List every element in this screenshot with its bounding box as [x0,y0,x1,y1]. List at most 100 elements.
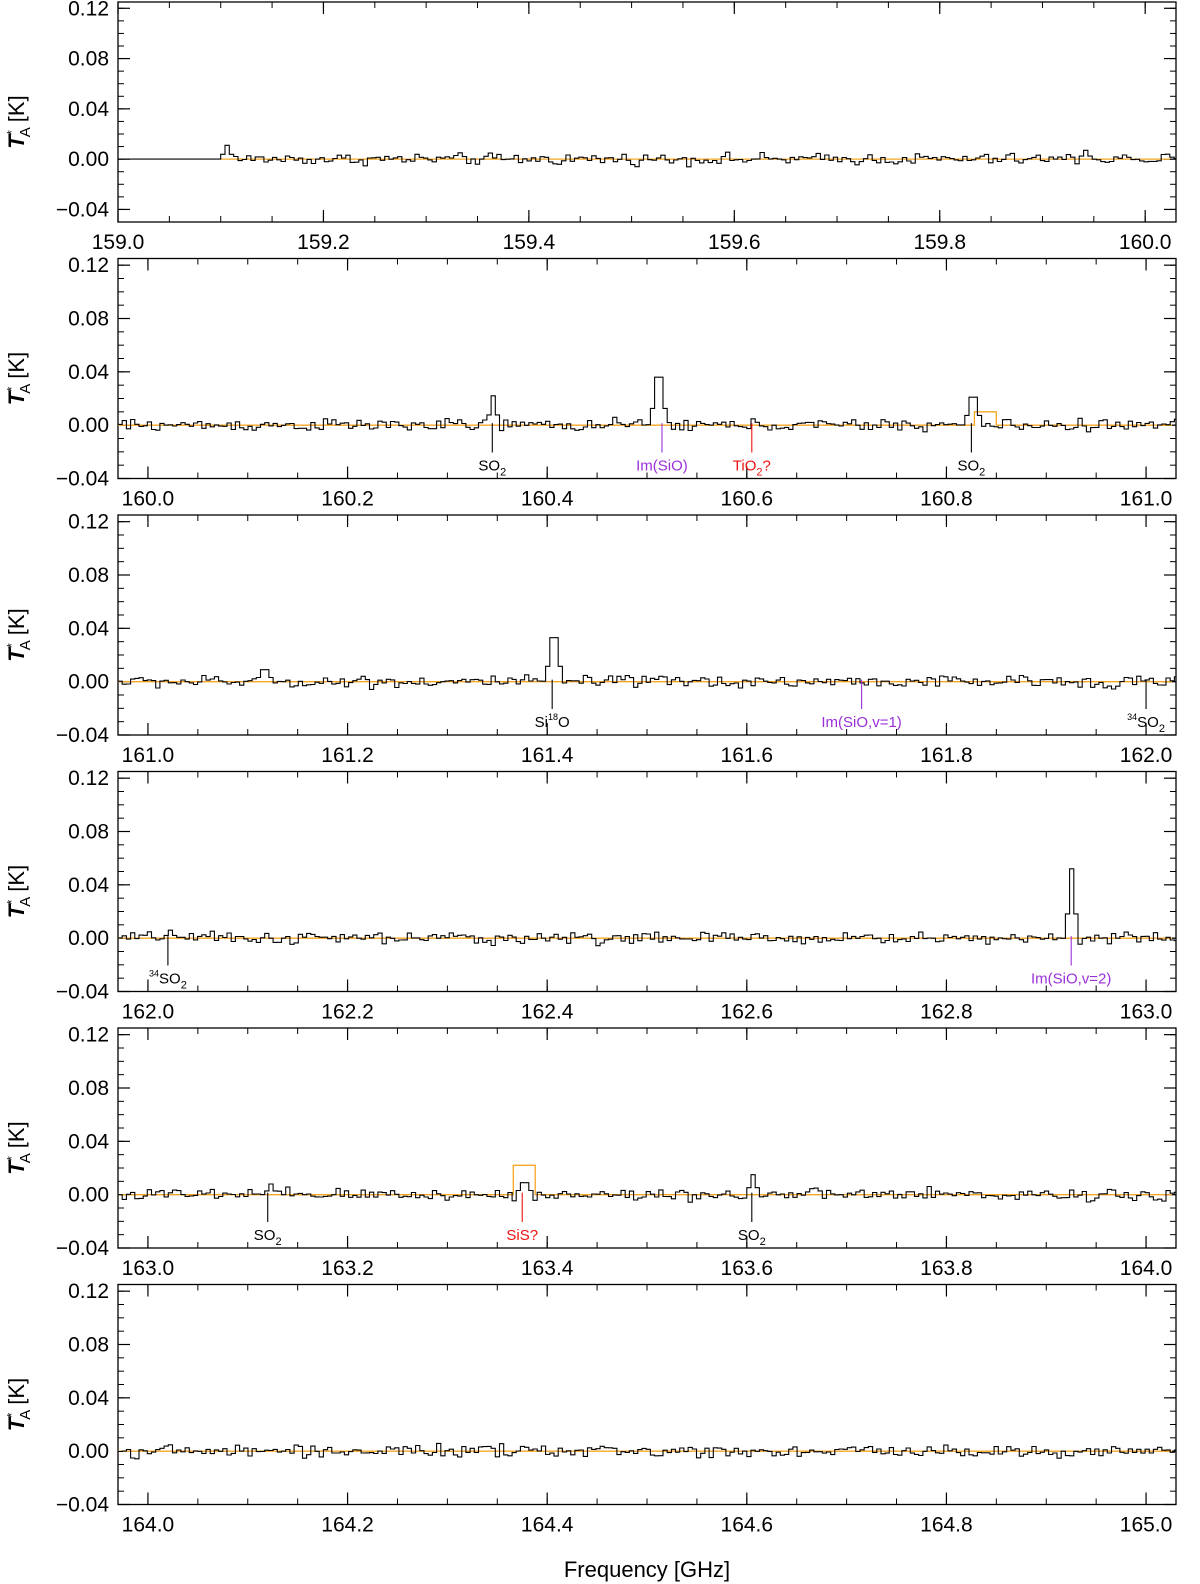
x-tick-label: 160.0 [1119,231,1172,254]
x-tick-label: 163.2 [321,1257,374,1280]
x-tick-label: 162.6 [721,1001,774,1024]
x-tick-label: 159.6 [708,231,761,254]
x-tick-label: 164.2 [321,1514,374,1537]
y-tick-label: 0.12 [68,511,109,534]
x-tick-label: 160.2 [321,488,374,511]
line-id-label: 34SO2 [149,969,187,992]
x-tick-label: 161.2 [321,744,374,767]
y-tick-label: 0.00 [68,414,109,437]
x-tick-label: 163.6 [721,1257,774,1280]
y-tick-label: 0.08 [68,1077,109,1100]
x-tick-label: 160.8 [920,488,973,511]
panel-3: 0.12 0.08 0.04 0.00 −0.04 161.0 161.2 161.4 161.… [4,511,1177,767]
y-axis-label: T*A[K] [4,608,34,661]
x-tick-label: 161.0 [1120,488,1173,511]
y-tick-label: 0.08 [68,564,109,587]
y-axis-label: T*A[K] [4,865,34,918]
x-tick-label: 159.2 [297,231,350,254]
x-tick-label: 164.4 [521,1514,574,1537]
x-tick-label: 160.4 [521,488,574,511]
x-tick-label: 164.8 [920,1514,973,1537]
y-tick-label: 0.04 [68,1387,109,1410]
panel-6: 0.12 0.08 0.04 0.00 −0.04 164.0 164.2 164.4 164.… [4,1280,1177,1537]
model-spectrum [118,1164,1172,1196]
y-tick-label: 0.00 [68,671,109,694]
y-tick-label: 0.00 [68,148,109,171]
y-tick-label: 0.08 [68,48,109,71]
line-id-label: 34SO2 [1127,712,1165,735]
x-tick-label: 162.0 [122,1001,175,1024]
x-tick-label: 163.0 [122,1257,175,1280]
x-tick-label: 159.8 [913,231,966,254]
x-tick-label: 162.0 [1120,744,1173,767]
x-tick-label: 164.0 [122,1514,175,1537]
line-id-label: SO2 [957,458,985,479]
x-tick-label: 164.6 [721,1514,774,1537]
model-spectrum [118,411,1172,426]
y-tick-label: 0.04 [68,617,109,640]
line-id-label: Im(SiO,v=1) [821,714,901,731]
panel-5: 0.12 0.08 0.04 0.00 −0.04 163.0 163.2 163.4 163.… [4,1024,1177,1280]
observed-spectrum [118,376,1176,433]
panel-frame [117,770,1177,993]
panel-2: 0.12 0.08 0.04 0.00 −0.04 160.0 160.2 160.4 160.… [4,254,1177,511]
panel-frame [117,1,1177,223]
panel-1: 0.12 0.08 0.04 0.00 −0.04 159.0 159.2 159.4 159.… [4,0,1177,254]
y-axis-label: T*A[K] [4,1121,34,1174]
y-tick-label: 0.08 [68,308,109,331]
x-tick-label: 162.2 [321,1001,374,1024]
x-tick-label: 161.8 [920,744,973,767]
line-id-label: Si18O [535,712,570,731]
y-axis-label: T*A[K] [4,352,34,405]
x-tick-label: 159.4 [503,231,556,254]
observed-spectrum [118,868,1176,947]
panel-frame [117,1027,1177,1249]
line-id-label: Im(SiO) [636,458,688,475]
panel-frame [117,1283,1177,1506]
line-id-label: SO2 [738,1227,766,1248]
y-tick-label: 0.12 [68,1024,109,1047]
y-tick-label: 0.00 [68,927,109,950]
y-tick-label: 0.12 [68,0,109,20]
observed-spectrum [118,144,1176,168]
x-tick-label: 164.0 [1120,1257,1173,1280]
x-tick-label: 160.6 [721,488,774,511]
x-axis-label: Frequency [GHz] [564,1557,730,1582]
x-tick-label: 160.0 [122,488,175,511]
observed-spectrum [118,1174,1176,1203]
line-id-label: SiS? [506,1227,538,1244]
x-tick-label: 163.4 [521,1257,574,1280]
x-tick-label: 163.8 [920,1257,973,1280]
panel-frame [117,257,1177,480]
y-tick-label: −0.04 [56,1494,109,1517]
x-tick-label: 161.4 [521,744,574,767]
line-id-label: SO2 [254,1227,282,1248]
line-id-label: Im(SiO,v=2) [1031,971,1111,988]
y-tick-label: 0.12 [68,1280,109,1303]
y-tick-label: −0.04 [56,198,109,221]
y-tick-label: 0.04 [68,874,109,897]
x-tick-label: 161.6 [721,744,774,767]
y-tick-label: 0.04 [68,361,109,384]
x-tick-label: 159.0 [92,231,145,254]
panel-frame [117,514,1177,736]
y-tick-label: 0.00 [68,1440,109,1463]
y-tick-label: 0.12 [68,767,109,790]
y-axis-label: T*A[K] [4,95,34,148]
x-tick-label: 161.0 [122,744,175,767]
line-id-label: TiO2? [733,458,771,479]
y-axis-label: T*A[K] [4,1378,34,1431]
x-tick-label: 162.8 [920,1001,973,1024]
observed-spectrum [118,1442,1176,1460]
panels-group: 0.12 0.08 0.04 0.00 −0.04 159.0 159.2 159.4 159.… [4,0,1177,1537]
y-tick-label: 0.08 [68,1334,109,1357]
y-tick-label: −0.04 [56,724,109,747]
y-tick-label: 0.12 [68,254,109,277]
line-id-label: SO2 [478,458,506,479]
y-tick-label: 0.04 [68,1130,109,1153]
observed-spectrum [118,637,1176,690]
y-tick-label: −0.04 [56,981,109,1004]
x-tick-label: 165.0 [1120,1514,1173,1537]
y-tick-label: 0.04 [68,98,109,121]
